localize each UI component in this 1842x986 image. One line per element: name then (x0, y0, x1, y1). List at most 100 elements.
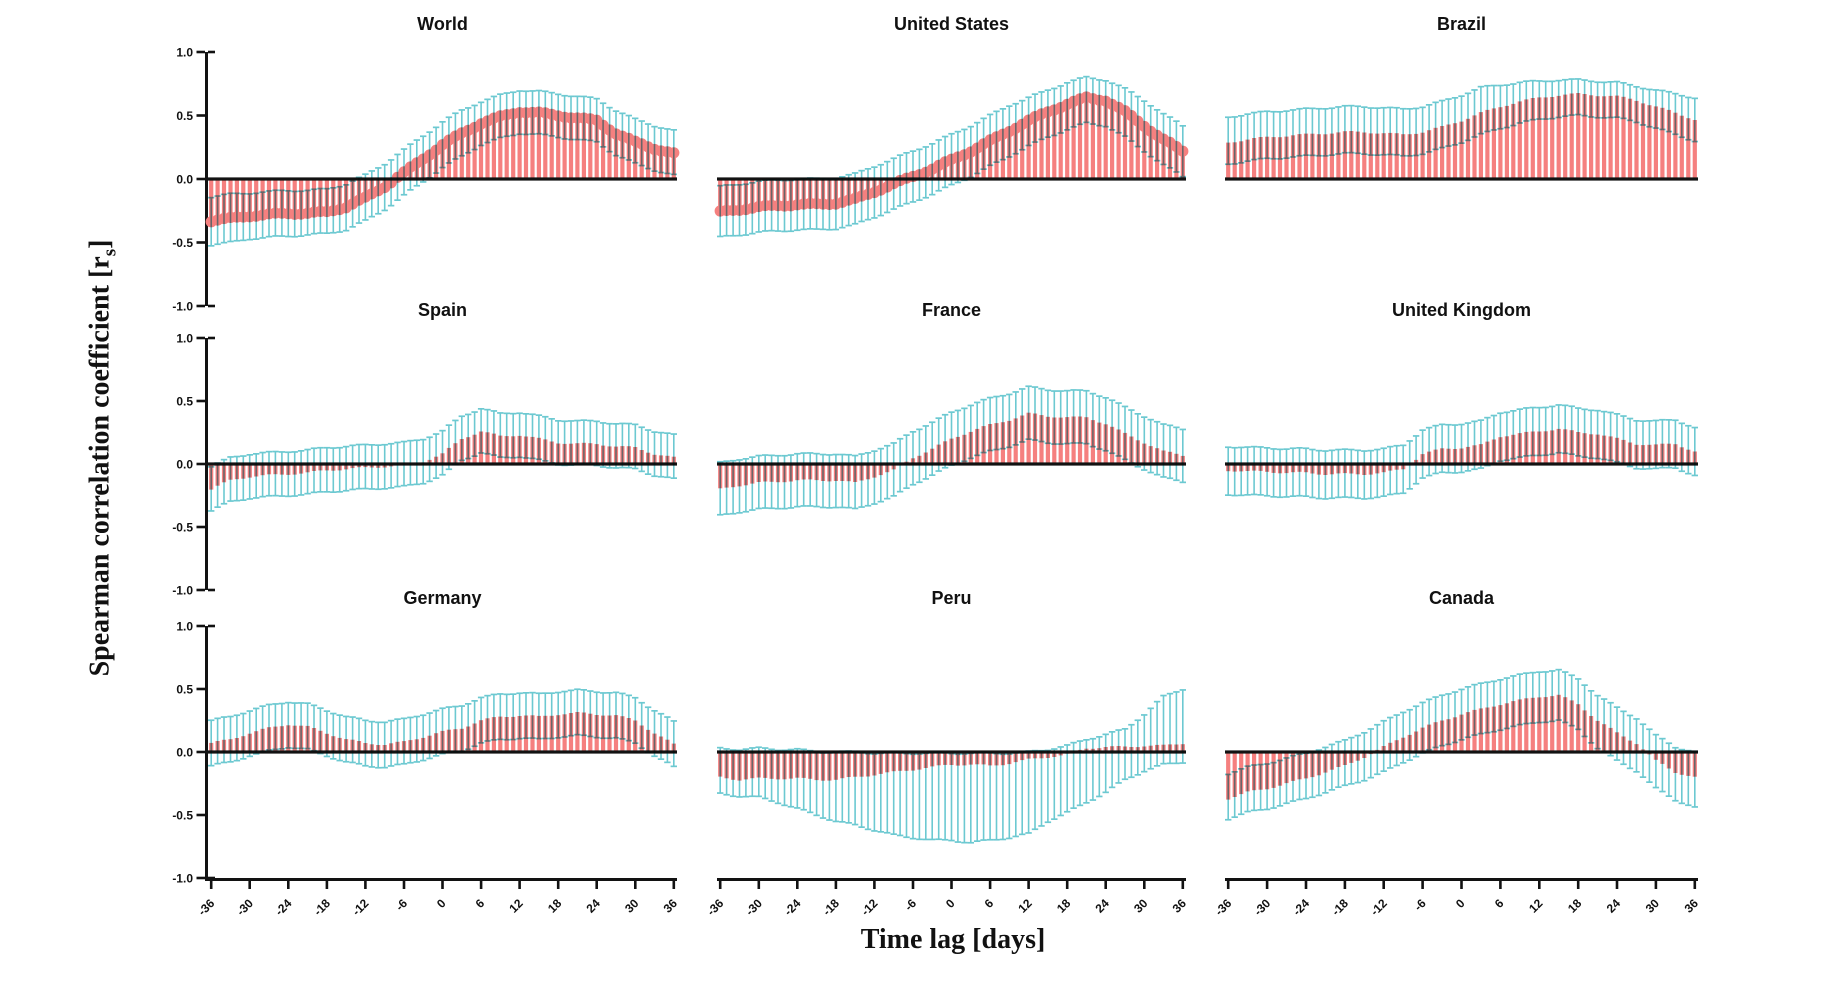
error-bar (253, 707, 260, 755)
bar (536, 112, 541, 179)
error-bar-cap-top (1639, 87, 1647, 90)
error-bar-line (751, 457, 754, 510)
error-bar (1147, 418, 1154, 474)
error-bar-line (480, 102, 482, 146)
x-tick-label: 24 (583, 896, 603, 916)
error-bar-line (758, 747, 760, 797)
error-bar (265, 450, 273, 497)
error-bar (1051, 87, 1058, 137)
bar (1355, 131, 1360, 179)
error-bar-cap-bottom (1296, 154, 1303, 157)
error-bar-line (570, 690, 572, 736)
error-bar-cap-bottom (1302, 797, 1310, 800)
error-bar-cap-top (1400, 444, 1407, 447)
error-bar-cap-top (214, 462, 221, 464)
error-bar (574, 688, 581, 736)
error-bar-cap-top (368, 720, 375, 723)
error-bar-cap-bottom (246, 238, 253, 241)
error-bar-cap-bottom (587, 463, 594, 466)
error-bar (278, 451, 286, 497)
error-bar (1685, 96, 1692, 141)
bar (1485, 109, 1490, 179)
error-bar-cap-bottom (826, 819, 833, 821)
error-bar-cap-bottom (490, 739, 498, 741)
y-tick (196, 336, 205, 340)
error-bar-cap-bottom (1516, 122, 1523, 124)
error-bar (1529, 79, 1536, 121)
error-bar-cap-top (948, 752, 955, 755)
error-bar-line (1402, 445, 1404, 494)
error-bar (832, 751, 839, 823)
error-bar (310, 188, 318, 235)
error-bar (400, 148, 408, 196)
error-bar-cap-top (980, 117, 987, 120)
error-bar-cap-top (1438, 423, 1446, 426)
bar (1582, 94, 1587, 179)
error-bar (736, 749, 743, 798)
error-bar-cap-bottom (1322, 792, 1329, 794)
error-bar-cap-top (349, 444, 356, 447)
error-bar-cap-bottom (807, 505, 814, 507)
error-bar-cap-top (794, 178, 801, 181)
error-bar (1328, 449, 1336, 500)
error-bar-line (673, 721, 675, 767)
error-bar-cap-bottom (1503, 727, 1511, 730)
error-bar (723, 748, 730, 796)
error-bar-cap-top (755, 454, 762, 457)
error-bar (381, 163, 388, 212)
bar (1530, 98, 1535, 179)
error-bar-cap-bottom (839, 506, 846, 509)
error-bar (1051, 748, 1058, 820)
error-bar (632, 423, 639, 470)
error-bar-cap-top (999, 394, 1007, 397)
error-bar (974, 751, 981, 842)
error-bar-cap-bottom (1134, 465, 1141, 468)
x-tick (402, 881, 406, 889)
error-bar-cap-bottom (941, 466, 949, 469)
error-bar (342, 445, 350, 492)
bar (1556, 95, 1561, 179)
error-bar-cap-top (362, 719, 369, 722)
error-bar-cap-top (516, 90, 523, 92)
error-bar-cap-bottom (1064, 129, 1071, 131)
error-bar-line (1015, 391, 1017, 445)
error-bar-line (957, 131, 959, 183)
error-bar-cap-bottom (1400, 154, 1407, 157)
x-tick (873, 881, 876, 889)
error-bar (1626, 714, 1634, 770)
error-bar-cap-top (297, 702, 305, 704)
error-bar-cap-bottom (762, 230, 769, 232)
error-bar-cap-bottom (1179, 762, 1186, 764)
bar (472, 127, 477, 179)
error-bar-cap-top (342, 184, 350, 186)
error-bar-line (1512, 675, 1515, 727)
error-bar (1238, 115, 1245, 164)
error-bar-cap-top (1523, 407, 1530, 409)
error-bar (1400, 107, 1407, 157)
error-bar (330, 712, 337, 760)
error-bar-line (1092, 738, 1094, 800)
error-bar-cap-top (1296, 107, 1303, 110)
error-bar-cap-bottom (477, 452, 485, 454)
error-bar-line (583, 420, 585, 465)
error-bar (794, 452, 801, 508)
error-bar (606, 106, 613, 153)
error-bar-cap-bottom (1244, 810, 1251, 813)
error-bar (355, 443, 363, 490)
error-bar-line (1021, 389, 1023, 442)
x-tick-label: 6 (1492, 896, 1507, 911)
bar (1621, 96, 1626, 179)
error-bar-cap-bottom (884, 497, 891, 500)
error-bar (1432, 696, 1439, 749)
error-bar-line (860, 454, 863, 507)
error-bar-cap-top (1412, 435, 1420, 437)
error-bar (220, 193, 228, 244)
error-bar-cap-bottom (1419, 153, 1426, 156)
error-bar (1497, 679, 1504, 732)
x-axis-line (1225, 878, 1698, 881)
error-bar-cap-top (826, 752, 833, 754)
error-bar-line (1609, 81, 1612, 118)
error-bar-cap-bottom (220, 241, 228, 244)
